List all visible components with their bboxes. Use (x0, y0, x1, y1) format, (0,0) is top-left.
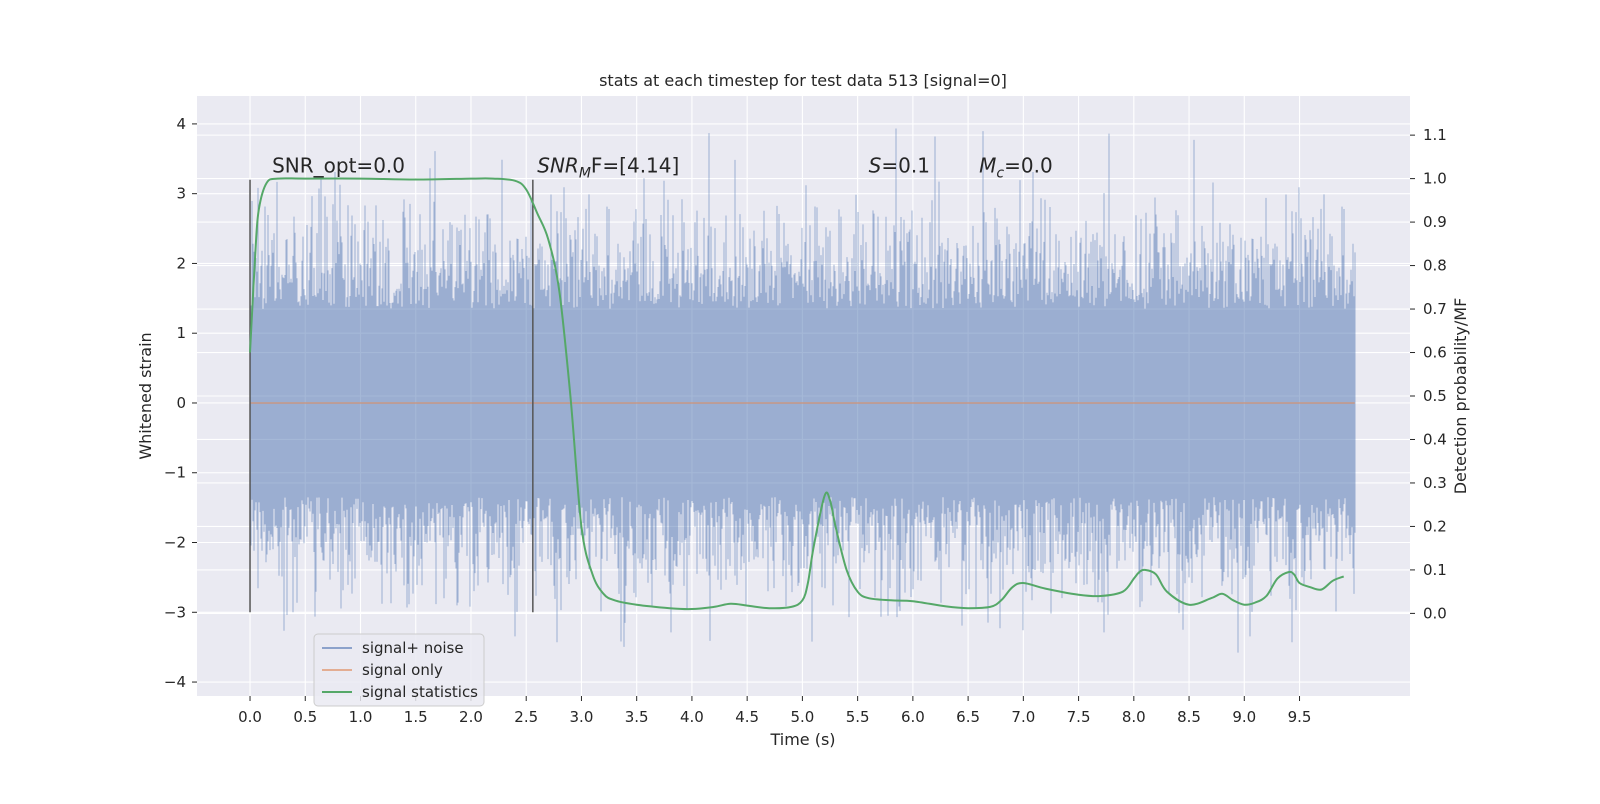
x-tick-label: 5.0 (790, 708, 814, 726)
x-tick-label: 6.0 (901, 708, 925, 726)
y-axis-label-left: Whitened strain (136, 332, 155, 459)
x-tick-label: 6.5 (956, 708, 980, 726)
y-right-tick-label: 0.3 (1423, 474, 1447, 492)
x-tick-label: 5.5 (846, 708, 870, 726)
x-tick-label: 9.0 (1232, 708, 1256, 726)
y-left-tick-label: −4 (164, 673, 186, 691)
y-left-tick-label: −2 (164, 534, 186, 552)
y-left-tick-label: 4 (176, 115, 186, 133)
annotation-layer: SNR_opt=0.0 SNRMF=[4.14] S=0.1 Mc=0.0 (272, 154, 1053, 182)
y-right-tick-label: 1.0 (1423, 170, 1447, 188)
x-tick-label: 2.5 (514, 708, 538, 726)
y-right-tick-label: 0.2 (1423, 517, 1447, 535)
y-axis-label-right: Detection probability/MF (1451, 298, 1470, 495)
x-tick-label: 9.5 (1288, 708, 1312, 726)
y-left-tick-label: 0 (176, 394, 186, 412)
annotation-1: SNRMF=[4.14] (537, 154, 679, 182)
y-left-tick-label: 1 (176, 324, 186, 342)
y-right-tick-label: 0.7 (1423, 300, 1447, 318)
x-tick-label: 1.0 (349, 708, 373, 726)
x-tick-label: 0.5 (293, 708, 317, 726)
y-right-tick-label: 1.1 (1423, 126, 1447, 144)
legend: signal+ noise signal only signal statistic… (313, 633, 485, 707)
x-tick-label: 0.0 (238, 708, 262, 726)
x-axis-label: Time (s) (769, 730, 835, 749)
y-left-tick-label: 2 (176, 254, 186, 272)
x-tick-label: 7.0 (1011, 708, 1035, 726)
annotation-2: S=0.1 (869, 154, 930, 178)
x-tick-label: 4.0 (680, 708, 704, 726)
legend-label: signal statistics (362, 683, 478, 701)
y-right-tick-label: 0.1 (1423, 561, 1447, 579)
y-right-tick-label: 0.8 (1423, 257, 1447, 275)
legend-frame (313, 633, 485, 707)
y-right-tick-label: 0.6 (1423, 344, 1447, 362)
data-layer (249, 128, 1356, 653)
series-signal-statistics (249, 177, 1345, 611)
y-right-tick-label: 0.5 (1423, 387, 1447, 405)
x-tick-label: 3.5 (625, 708, 649, 726)
y-left-tick-label: −3 (164, 603, 186, 621)
x-tick-label: 4.5 (735, 708, 759, 726)
y-right-tick-label: 0.0 (1423, 604, 1447, 622)
y-right-tick-label: 0.9 (1423, 213, 1447, 231)
chart-title: stats at each timestep for test data 513… (599, 71, 1007, 90)
x-tick-label: 8.0 (1122, 708, 1146, 726)
legend-label: signal only (362, 661, 443, 679)
x-tick-label: 7.5 (1067, 708, 1091, 726)
y-left-tick-label: 3 (176, 185, 186, 203)
y-right-tick-label: 0.4 (1423, 430, 1447, 448)
x-tick-label: 2.0 (459, 708, 483, 726)
legend-label: signal+ noise (362, 639, 464, 657)
x-tick-label: 1.5 (404, 708, 428, 726)
axis-layer: 0.0 0.5 1.0 1.5 2.0 2.5 3.0 3.5 4.0 4.5 5.0 5.5 6.0 6… (164, 115, 1447, 726)
x-tick-label: 3.0 (570, 708, 594, 726)
annotation-3: Mc=0.0 (979, 154, 1053, 182)
x-tick-label: 8.5 (1177, 708, 1201, 726)
y-left-tick-label: −1 (164, 464, 186, 482)
annotation-0: SNR_opt=0.0 (272, 154, 405, 178)
